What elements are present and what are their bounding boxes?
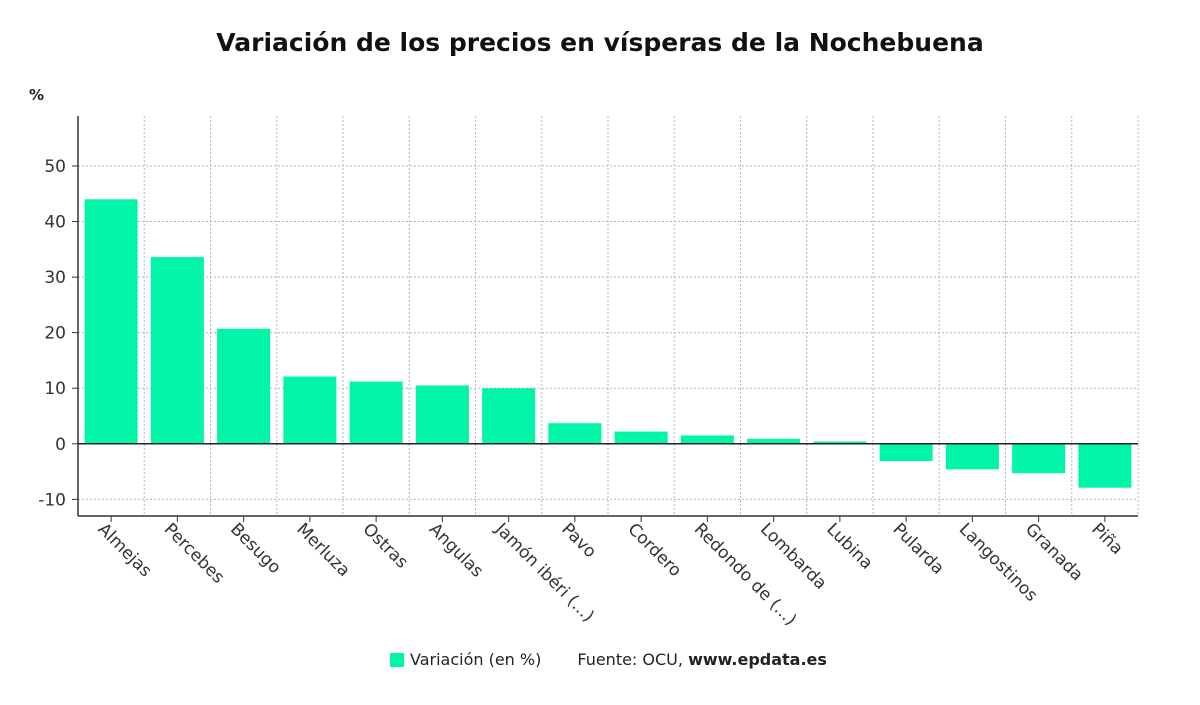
- x-tick-label: Ostras: [359, 519, 412, 572]
- source-prefix: Fuente: OCU,: [577, 650, 683, 669]
- bar: [217, 328, 271, 444]
- y-tick-label: 40: [44, 213, 66, 233]
- legend: Variación (en %) Fuente: OCU, www.epdata…: [390, 650, 827, 669]
- bars-group: [84, 199, 1132, 488]
- bar: [150, 257, 204, 444]
- bar: [84, 199, 138, 444]
- bar: [283, 376, 337, 444]
- bar: [548, 423, 602, 444]
- x-tick-label: Almejas: [94, 519, 156, 581]
- y-tick-label: 30: [44, 268, 66, 288]
- x-tick-label: Besugo: [226, 519, 285, 578]
- axes-group: [77, 116, 1138, 517]
- bar: [482, 388, 536, 444]
- x-tick-label: Piña: [1087, 519, 1126, 558]
- x-tick-label: Lubina: [822, 519, 876, 573]
- x-tick-label: Cordero: [624, 519, 686, 581]
- x-tick-label: Percebes: [160, 519, 228, 587]
- x-tick-label: Angulas: [425, 519, 487, 581]
- x-tick-label: Merluza: [292, 519, 353, 580]
- source-text: Fuente: OCU, www.epdata.es: [577, 650, 827, 669]
- chart-title: Variación de los precios en vísperas de …: [216, 28, 984, 57]
- legend-label: Variación (en %): [410, 650, 542, 669]
- source-url: www.epdata.es: [688, 650, 827, 669]
- y-axis-unit: %: [29, 86, 45, 104]
- y-tick-label: -10: [38, 490, 66, 510]
- y-tick-label: 20: [44, 324, 66, 344]
- x-tick-label: Pavo: [557, 519, 600, 562]
- bar: [415, 385, 469, 444]
- bar: [813, 441, 867, 444]
- bar: [945, 443, 999, 470]
- y-tick-label: 50: [44, 157, 66, 177]
- bar: [747, 438, 801, 444]
- y-tick-label: 10: [44, 379, 66, 399]
- bar: [1012, 443, 1066, 474]
- y-tick-labels: -10 0 10 20 30 40 50: [38, 157, 78, 510]
- bar: [349, 381, 403, 444]
- y-tick-label: 0: [55, 435, 66, 455]
- bar: [614, 431, 668, 444]
- bar: [879, 443, 933, 461]
- bar: [1078, 443, 1132, 488]
- x-tick-label: Pularda: [889, 519, 948, 578]
- x-tick-label: Granada: [1021, 519, 1087, 585]
- legend-swatch: [390, 652, 404, 667]
- bar: [680, 435, 734, 444]
